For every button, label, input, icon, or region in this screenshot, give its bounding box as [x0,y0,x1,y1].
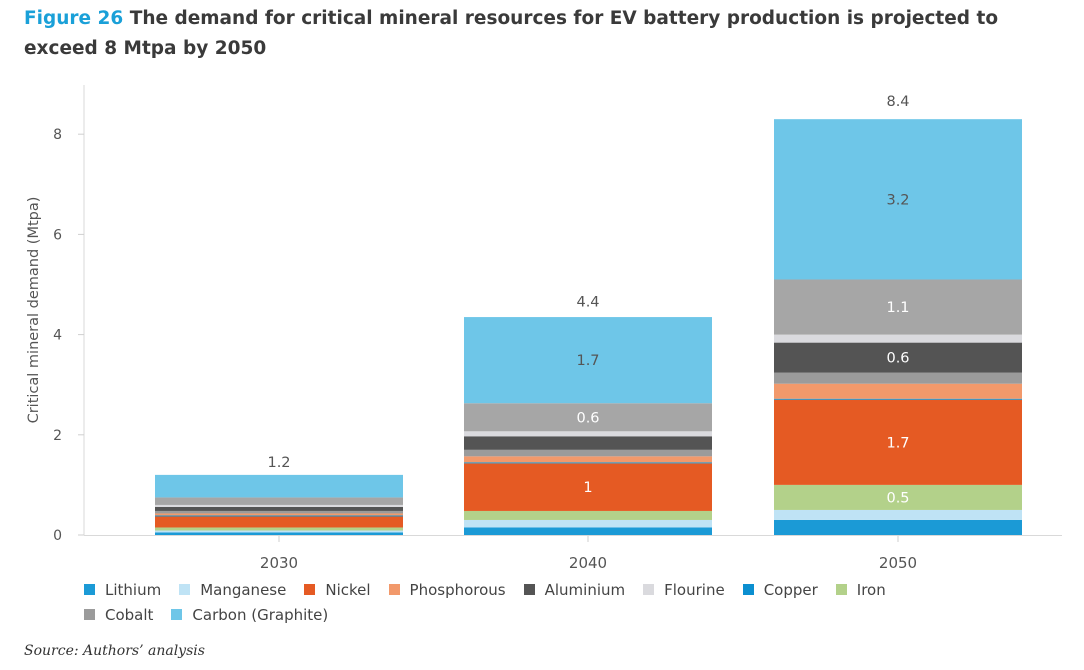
legend-item: Copper [742,580,818,599]
figure-label: Figure 26 [24,8,124,29]
bar-segment [464,317,712,404]
legend-swatch [742,584,754,595]
data-label: 0.6 [886,351,909,367]
x-tick-label: 2050 [879,554,917,572]
legend-label: Copper [763,580,818,599]
legend-item: Lithium [84,580,161,599]
legend-swatch [304,584,316,595]
bar-segment [774,383,1022,399]
bar-segment [774,342,1022,373]
y-tick-label: 0 [53,528,62,544]
legend-label: Manganese [200,580,287,599]
legend-label: Cobalt [105,605,154,624]
bar-segment [464,510,712,520]
total-label: 8.4 [886,94,909,110]
legend-swatch [171,609,183,620]
bar-segment [774,372,1022,384]
bar-segment [774,279,1022,335]
legend-item: Carbon (Graphite) [171,605,328,624]
legend-swatch [84,609,95,620]
bar-segment [774,334,1022,343]
x-tick-label: 2040 [569,554,607,572]
legend-label: Lithium [105,580,162,599]
bar-segment [464,456,712,463]
total-label: 4.4 [576,295,599,311]
bar-segment [464,449,712,457]
data-label: 0.6 [576,410,599,426]
bar-segment [464,403,712,432]
y-tick-label: 4 [53,328,62,344]
data-label: 1 [583,480,592,496]
legend-item: Cobalt [84,605,153,624]
bar-segment [155,527,403,531]
bar-segment [774,119,1022,280]
legend-swatch [835,584,847,595]
data-label: 1.1 [886,300,909,316]
data-label: 1.7 [886,435,909,451]
bar-segment [774,484,1022,510]
y-tick-label: 6 [53,227,62,243]
bar-segment [464,463,712,511]
bar-segment [155,513,403,516]
y-tick-label: 8 [53,127,62,143]
bar-segment [774,398,1022,400]
bar-segment [464,519,712,528]
bar-segment [155,516,403,528]
legend-swatch [179,584,191,595]
y-tick-label: 2 [53,428,62,444]
data-label: 1.7 [576,353,599,369]
legend-label: Flourine [664,580,725,599]
bar-segment [774,399,1022,485]
data-label: 0.5 [886,490,909,506]
bar-segment [464,527,712,535]
legend-label: Carbon (Graphite) [192,605,329,624]
data-label: 3.2 [886,192,909,208]
bar-segment [155,515,403,517]
legend-item: Nickel [304,580,371,599]
chart-legend: Lithium Manganese Nickel Phosphorous Alumini… [84,580,984,624]
legend-swatch [523,584,535,595]
legend-item: Manganese [179,580,286,599]
bar-segment [464,462,712,464]
legend-item: Aluminium [523,580,626,599]
legend-label: Nickel [325,580,371,599]
source-note: Source: Authors’ analysis [24,643,205,659]
x-tick-label: 2030 [260,554,298,572]
total-label: 1.2 [267,455,290,471]
legend-label: Aluminium [544,580,626,599]
legend-label: Iron [856,580,886,599]
bar-segment [464,436,712,450]
bar-segment [155,532,403,535]
legend-item: Flourine [643,580,725,599]
chart-title: Figure 26 The demand for critical minera… [24,4,1064,64]
bar-segment [464,431,712,437]
legend-item: Iron [835,580,886,599]
bar-segment [155,510,403,514]
bar-segment [155,504,403,507]
legend-item: Phosphorous [388,580,506,599]
y-axis-label: Critical mineral demand (Mtpa) [26,197,42,424]
legend-swatch [84,584,95,595]
figure-title-text: The demand for critical mineral resource… [24,8,999,59]
bar-segment [155,530,403,533]
bar-segment [155,506,403,511]
legend-swatch [388,584,400,595]
bar-segment [155,474,403,498]
bar-segment [774,509,1022,520]
legend-label: Phosphorous [409,580,506,599]
legend-swatch [643,584,655,595]
bar-segment [155,497,403,505]
bar-segment [774,519,1022,535]
